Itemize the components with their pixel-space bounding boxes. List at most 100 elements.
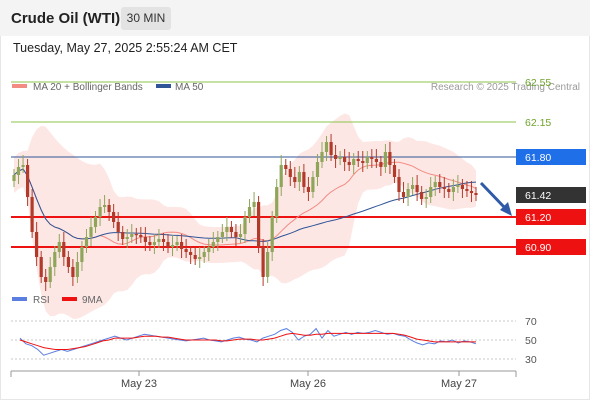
candle-body [207, 247, 211, 252]
candle-body [80, 247, 84, 262]
candle-body [53, 252, 57, 267]
candle-body [388, 152, 392, 165]
candle-body [261, 247, 265, 277]
candle-body [189, 252, 193, 255]
candle-body [152, 242, 156, 245]
level-labels: 62.55 62.15 61.80 61.42 61.20 60.90 [516, 77, 586, 255]
candle-body [370, 157, 374, 159]
arrow-shaft [479, 181, 507, 210]
candle-body [442, 187, 446, 189]
candle-body [447, 189, 451, 192]
candle-body [35, 232, 39, 257]
candle-body [180, 242, 184, 249]
candle-body [112, 212, 116, 222]
x-tick-label: May 23 [121, 378, 157, 390]
ma50-legend-swatch [156, 84, 171, 88]
candle-body [293, 177, 297, 182]
candle-body [139, 235, 143, 237]
candle-body [89, 227, 93, 237]
candle-body [238, 234, 243, 237]
candle-body [415, 185, 419, 192]
timeframe-badge[interactable]: 30 MIN [121, 7, 171, 30]
candle-body [379, 162, 383, 167]
candle-body [116, 222, 120, 232]
candle-body [39, 257, 43, 277]
candle-body [438, 182, 442, 187]
candle-body [198, 257, 202, 259]
candle-body [130, 234, 134, 237]
candle-body [134, 234, 138, 236]
candle-body [211, 242, 215, 247]
header-bar: Crude Oil (WTI) 30 MIN [0, 0, 590, 36]
arrow-head [500, 202, 512, 216]
candle-body [125, 237, 129, 239]
candle-body [451, 187, 455, 192]
candle-body [121, 232, 125, 239]
level-label: 62.55 [525, 77, 551, 89]
candle-body [306, 187, 310, 192]
forecast-arrow [479, 181, 512, 216]
rsi-ma-line [19, 332, 476, 350]
copyright-label: Research © 2025 Trading Central [431, 82, 580, 93]
level-label-box [516, 149, 586, 165]
candle-body [374, 159, 378, 162]
candle-body [411, 185, 415, 189]
candle-body [157, 239, 161, 242]
instrument-title: Crude Oil (WTI) [11, 10, 121, 27]
level-label: 61.80 [525, 152, 551, 164]
candle-body [247, 207, 252, 217]
candle-body [184, 249, 188, 252]
rsi-panel: 70 50 30 [11, 316, 537, 366]
rsi-level-label: 70 [525, 316, 537, 328]
candle-body [324, 142, 329, 152]
candles [12, 134, 478, 291]
level-label: 61.20 [525, 212, 551, 224]
candle-body [107, 205, 111, 212]
candle-body [352, 159, 356, 165]
level-label: 60.90 [525, 242, 551, 254]
rsi-ma-legend-swatch [62, 297, 77, 301]
candle-body [401, 192, 406, 197]
level-label: 62.15 [525, 117, 551, 129]
candle-body [148, 242, 152, 245]
candle-body [288, 169, 292, 177]
candle-body [193, 255, 197, 259]
candle-body [433, 182, 437, 187]
candle-body [465, 189, 469, 191]
candle-body [320, 152, 324, 162]
candle-body [161, 239, 166, 242]
candle-body [229, 227, 233, 232]
candle-body [84, 237, 89, 247]
rsi-legend: RSI 9MA [12, 295, 103, 306]
datetime-label: Tuesday, May 27, 2025 2:55:24 AM CET [13, 41, 238, 55]
candle-body [397, 177, 401, 192]
level-label-box [516, 239, 586, 255]
candle-body [170, 245, 175, 247]
candle-body [175, 242, 179, 245]
candle-body [424, 197, 428, 199]
candle-body [365, 157, 369, 163]
candle-body [315, 162, 320, 177]
rsi-legend-swatch [12, 297, 27, 301]
candle-body [406, 189, 410, 197]
candle-body [57, 242, 61, 252]
candle-body [302, 172, 306, 187]
candle-body [166, 242, 170, 247]
rsi-level-label: 50 [525, 335, 537, 347]
candle-body [347, 162, 351, 165]
candle-body [66, 257, 70, 267]
candle-body [284, 165, 288, 169]
candle-body [243, 217, 247, 234]
candle-body [429, 187, 433, 197]
candle-body [98, 207, 102, 217]
candle-body [297, 172, 301, 182]
bollinger-band-fill [14, 113, 476, 319]
level-label: 61.42 [525, 190, 551, 202]
candle-body [103, 205, 107, 207]
level-label-box [516, 187, 586, 203]
candle-body [48, 267, 52, 282]
x-axis: May 23 May 26 May 27 [10, 370, 517, 390]
candle-body [329, 142, 333, 155]
rsi-level-label: 30 [525, 354, 537, 366]
